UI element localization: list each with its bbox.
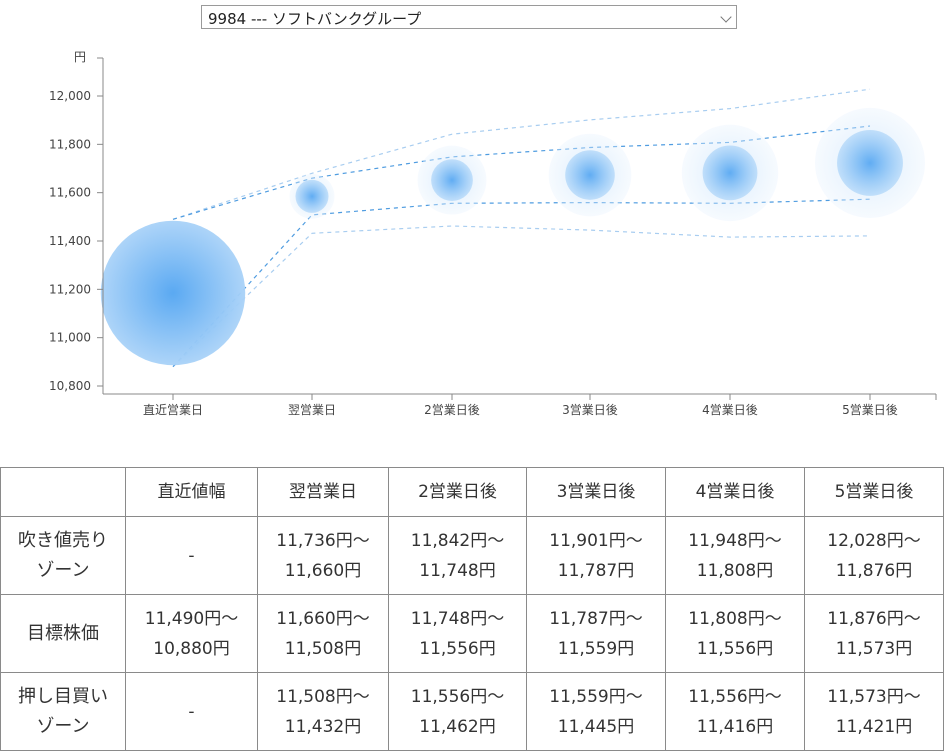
table-cell: 11,556円～ 11,416円 bbox=[665, 672, 805, 751]
x-tick-label: 3営業日後 bbox=[562, 403, 618, 417]
table-row: 目標株価 11,490円～ 10,880円 11,660円～ 11,508円 11,… bbox=[0, 594, 944, 673]
bubble-target-range bbox=[295, 179, 329, 213]
table-header-cell: 翌営業日 bbox=[257, 467, 389, 517]
row-label-target-price: 目標株価 bbox=[0, 594, 126, 673]
stock-select-value: 9984 --- ソフトバンクグループ bbox=[208, 10, 422, 28]
y-tick-label: 11,800 bbox=[49, 137, 91, 151]
table-header-cell: 2営業日後 bbox=[388, 467, 527, 517]
table-corner bbox=[0, 467, 126, 517]
table-cell: 11,490円～ 10,880円 bbox=[125, 594, 258, 673]
x-tick-label: 5営業日後 bbox=[842, 403, 898, 417]
table-cell: 11,901円～ 11,787円 bbox=[526, 516, 666, 595]
range-line-target-upper bbox=[172, 125, 871, 220]
stock-select[interactable]: 9984 --- ソフトバンクグループ bbox=[201, 5, 737, 29]
row-label-buy-zone: 押し目買い ゾーン bbox=[0, 672, 126, 751]
table-cell: 12,028円～ 11,876円 bbox=[804, 516, 944, 595]
table-cell: 11,559円～ 11,445円 bbox=[526, 672, 666, 751]
table-header-cell: 5営業日後 bbox=[804, 467, 944, 517]
range-line-sell-upper bbox=[172, 88, 871, 220]
range-line-buy-lower bbox=[172, 225, 871, 368]
range-line-target-lower bbox=[172, 198, 871, 368]
table-cell: 11,787円～ 11,559円 bbox=[526, 594, 666, 673]
x-tick-label: 4営業日後 bbox=[702, 403, 758, 417]
table-header-cell: 3営業日後 bbox=[526, 467, 666, 517]
bubble-target-range bbox=[702, 145, 758, 201]
bubble-target-range bbox=[837, 129, 903, 196]
bubble-current bbox=[100, 220, 246, 366]
table-cell: 11,556円～ 11,462円 bbox=[388, 672, 527, 751]
chevron-down-icon[interactable] bbox=[720, 11, 732, 23]
table-row: 吹き値売り ゾーン - 11,736円～ 11,660円 11,842円～ 11,7… bbox=[0, 516, 944, 595]
table-header-row: 直近値幅 翌営業日 2営業日後 3営業日後 4営業日後 5営業日後 bbox=[0, 467, 944, 517]
table-cell: 11,573円～ 11,421円 bbox=[804, 672, 944, 751]
table-cell: 11,876円～ 11,573円 bbox=[804, 594, 944, 673]
forecast-chart: 円 10,800 11,000 11,200 11,400 11,600 11,800 12… bbox=[49, 50, 937, 417]
table-row: 押し目買い ゾーン - 11,508円～ 11,432円 11,556円～ 11,4… bbox=[0, 672, 944, 751]
x-tick-label: 2営業日後 bbox=[424, 403, 480, 417]
table-cell: 11,748円～ 11,556円 bbox=[388, 594, 527, 673]
table-cell: 11,660円～ 11,508円 bbox=[257, 594, 389, 673]
y-tick-label: 11,000 bbox=[49, 331, 91, 345]
table-cell: 11,842円～ 11,748円 bbox=[388, 516, 527, 595]
y-tick-label: 10,800 bbox=[49, 379, 91, 393]
x-tick-label: 翌営業日 bbox=[288, 403, 336, 417]
y-tick-label: 11,400 bbox=[49, 234, 91, 248]
table-cell: - bbox=[125, 672, 258, 751]
x-tick-label: 直近営業日 bbox=[143, 403, 203, 417]
table-cell: 11,508円～ 11,432円 bbox=[257, 672, 389, 751]
y-tick-label: 12,000 bbox=[49, 89, 91, 103]
bubble-target-range bbox=[431, 159, 473, 201]
bubble-target-range bbox=[565, 150, 615, 200]
y-tick-label: 11,200 bbox=[49, 282, 91, 296]
table-header-cell: 直近値幅 bbox=[125, 467, 258, 517]
table-cell: 11,736円～ 11,660円 bbox=[257, 516, 389, 595]
table-header-cell: 4営業日後 bbox=[665, 467, 805, 517]
table-cell: 11,948円～ 11,808円 bbox=[665, 516, 805, 595]
table-cell: 11,808円～ 11,556円 bbox=[665, 594, 805, 673]
table-cell: - bbox=[125, 516, 258, 595]
y-unit-label: 円 bbox=[74, 50, 86, 64]
row-label-sell-zone: 吹き値売り ゾーン bbox=[0, 516, 126, 595]
y-tick-label: 11,600 bbox=[49, 186, 91, 200]
forecast-table: 直近値幅 翌営業日 2営業日後 3営業日後 4営業日後 5営業日後 吹き値売り … bbox=[0, 467, 944, 751]
